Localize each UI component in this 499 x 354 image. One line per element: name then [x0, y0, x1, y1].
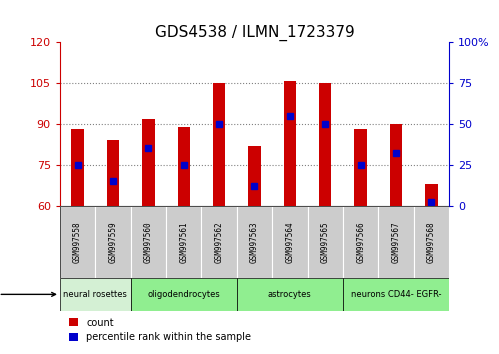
Bar [249, 146, 260, 206]
Text: GSM997567: GSM997567 [392, 221, 401, 263]
Text: GSM997559: GSM997559 [108, 221, 117, 263]
FancyBboxPatch shape [131, 278, 237, 311]
FancyBboxPatch shape [272, 206, 307, 278]
FancyBboxPatch shape [343, 278, 449, 311]
Text: neural rosettes: neural rosettes [63, 290, 127, 299]
Text: GSM997568: GSM997568 [427, 221, 436, 263]
Bar [213, 83, 226, 206]
Bar [142, 119, 155, 206]
FancyBboxPatch shape [237, 278, 343, 311]
Title: GDS4538 / ILMN_1723379: GDS4538 / ILMN_1723379 [155, 25, 354, 41]
Text: GSM997565: GSM997565 [321, 221, 330, 263]
Text: GSM997564: GSM997564 [285, 221, 294, 263]
FancyBboxPatch shape [343, 206, 378, 278]
Bar [107, 140, 119, 206]
Text: GSM997566: GSM997566 [356, 221, 365, 263]
FancyBboxPatch shape [131, 206, 166, 278]
FancyBboxPatch shape [166, 206, 202, 278]
Bar [425, 184, 438, 206]
FancyBboxPatch shape [307, 206, 343, 278]
Text: GSM997560: GSM997560 [144, 221, 153, 263]
FancyBboxPatch shape [414, 206, 449, 278]
Text: neurons CD44- EGFR-: neurons CD44- EGFR- [351, 290, 441, 299]
Bar [354, 130, 367, 206]
Legend: count, percentile rank within the sample: count, percentile rank within the sample [65, 314, 255, 346]
FancyBboxPatch shape [202, 206, 237, 278]
FancyBboxPatch shape [60, 206, 95, 278]
Bar [178, 127, 190, 206]
Text: cell type: cell type [0, 289, 55, 299]
FancyBboxPatch shape [237, 206, 272, 278]
Text: GSM997558: GSM997558 [73, 221, 82, 263]
Text: astrocytes: astrocytes [268, 290, 312, 299]
Text: GSM997561: GSM997561 [179, 221, 188, 263]
FancyBboxPatch shape [95, 206, 131, 278]
Bar [71, 130, 84, 206]
Bar [390, 124, 402, 206]
Bar [283, 81, 296, 206]
FancyBboxPatch shape [60, 278, 131, 311]
Text: GSM997562: GSM997562 [215, 221, 224, 263]
FancyBboxPatch shape [378, 206, 414, 278]
Text: oligodendrocytes: oligodendrocytes [147, 290, 220, 299]
Bar [319, 83, 331, 206]
Text: GSM997563: GSM997563 [250, 221, 259, 263]
